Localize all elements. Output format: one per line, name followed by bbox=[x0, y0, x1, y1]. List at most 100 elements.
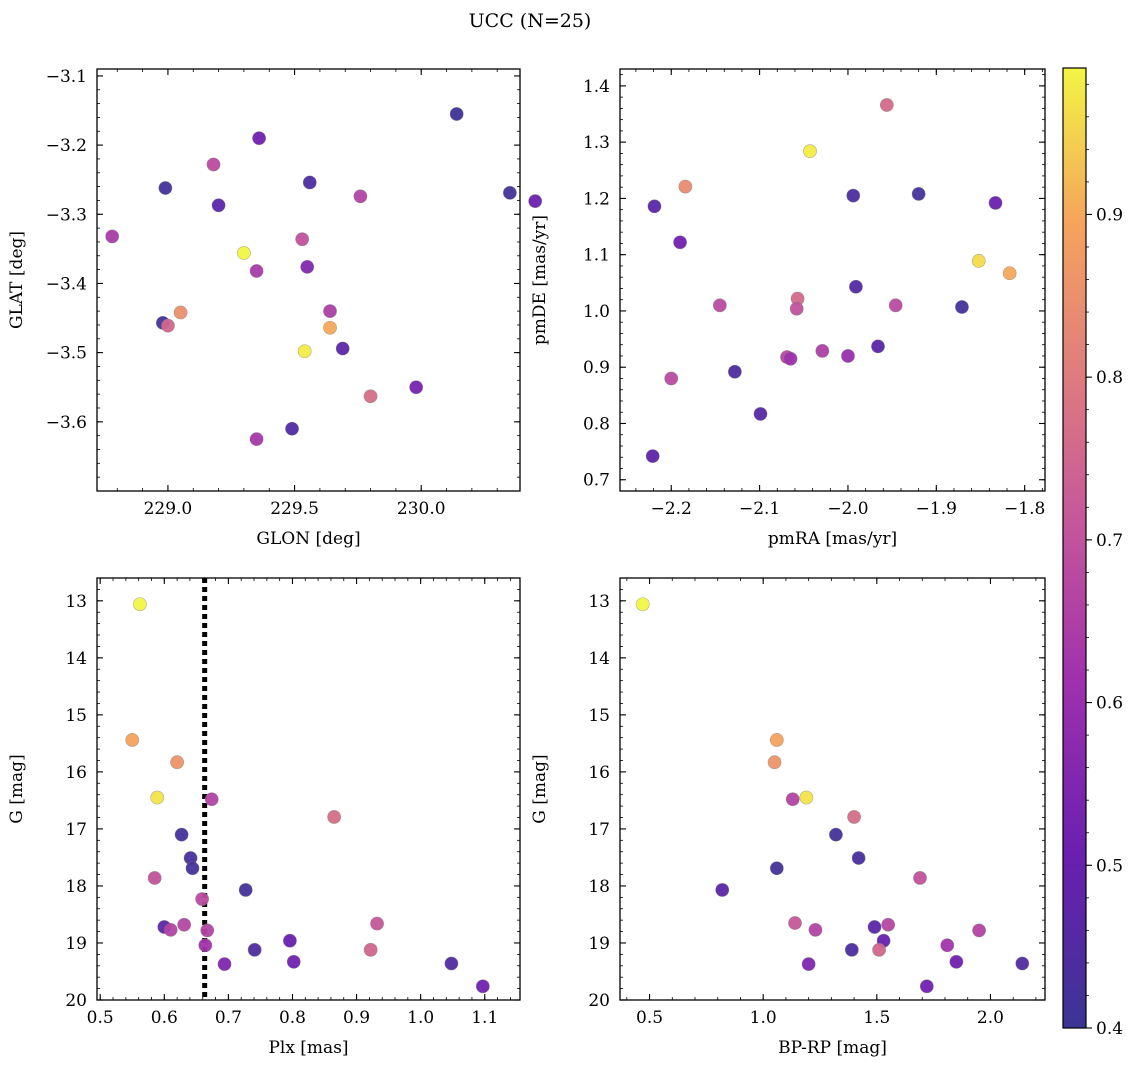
data-point bbox=[252, 131, 267, 146]
data-point bbox=[844, 942, 859, 957]
data-point bbox=[789, 301, 804, 316]
data-point bbox=[249, 432, 264, 447]
data-point bbox=[712, 298, 727, 313]
y-tick-label: 18 bbox=[588, 877, 610, 897]
colorbar-tick-label: 0.6 bbox=[1096, 694, 1123, 714]
y-tick-label: −3.2 bbox=[46, 136, 87, 156]
x-tick-label: −1.9 bbox=[916, 499, 957, 519]
x-tick-label: −1.8 bbox=[1004, 499, 1045, 519]
data-point bbox=[911, 187, 926, 201]
y-tick-label: −3.5 bbox=[46, 344, 87, 364]
data-point bbox=[635, 597, 650, 612]
data-point bbox=[788, 916, 802, 930]
x-tick-label: 1.0 bbox=[407, 1008, 434, 1028]
data-point bbox=[846, 188, 861, 203]
figure-title: UCC (N=25) bbox=[469, 10, 592, 32]
data-point bbox=[879, 98, 894, 112]
data-point bbox=[645, 449, 660, 464]
data-point bbox=[353, 189, 368, 204]
data-point bbox=[972, 923, 986, 938]
data-point bbox=[363, 942, 378, 957]
data-point bbox=[847, 810, 861, 824]
data-point bbox=[753, 407, 768, 421]
data-point bbox=[363, 389, 378, 404]
y-axis-label: pmDE [mas/yr] bbox=[530, 215, 550, 345]
y-tick-label: 15 bbox=[588, 706, 610, 726]
data-point bbox=[147, 871, 162, 885]
y-tick-label: 1.3 bbox=[583, 133, 610, 153]
data-point bbox=[803, 144, 817, 159]
data-point bbox=[238, 883, 253, 897]
data-point bbox=[173, 305, 188, 320]
data-point bbox=[327, 810, 342, 824]
x-tick-label: 1.0 bbox=[750, 1008, 777, 1028]
data-point bbox=[815, 343, 830, 358]
y-tick-label: 17 bbox=[588, 820, 610, 840]
colorbar: 0.4 0.5 0.6 0.7 0.8 0.9 bbox=[1062, 67, 1123, 1039]
x-tick-label: −2.2 bbox=[651, 499, 692, 519]
x-tick-label: 2.0 bbox=[977, 1008, 1004, 1028]
plot-frame bbox=[96, 68, 521, 492]
data-point bbox=[170, 755, 185, 770]
y-tick-label: 1.4 bbox=[583, 77, 610, 97]
y-tick-label: 20 bbox=[65, 991, 87, 1011]
data-point bbox=[174, 827, 189, 842]
y-tick-label: 13 bbox=[65, 592, 87, 612]
data-point bbox=[249, 264, 264, 278]
plot-frame bbox=[619, 577, 1046, 1001]
data-point bbox=[888, 298, 903, 313]
x-tick-label: −2.1 bbox=[739, 499, 780, 519]
data-point bbox=[767, 755, 782, 770]
data-point bbox=[528, 194, 543, 209]
data-point bbox=[161, 318, 175, 333]
data-point bbox=[673, 235, 687, 250]
data-point bbox=[195, 892, 210, 906]
x-tick-label: −2.0 bbox=[827, 499, 868, 519]
data-point bbox=[204, 792, 219, 807]
data-point bbox=[247, 942, 262, 957]
x-axis-label: BP-RP [mag] bbox=[778, 1038, 887, 1058]
data-point bbox=[297, 344, 312, 359]
data-point bbox=[370, 916, 384, 931]
data-point bbox=[502, 185, 517, 200]
data-point bbox=[785, 792, 800, 807]
data-point bbox=[769, 733, 784, 747]
y-tick-label: 19 bbox=[65, 934, 87, 954]
data-point bbox=[449, 107, 464, 121]
y-tick-label: 14 bbox=[65, 649, 87, 669]
x-tick-label: 230.0 bbox=[397, 499, 446, 519]
data-point bbox=[285, 421, 299, 436]
data-point bbox=[163, 922, 178, 937]
data-point bbox=[198, 938, 213, 953]
data-point bbox=[919, 979, 934, 994]
y-tick-label: 19 bbox=[588, 934, 610, 954]
data-point bbox=[302, 175, 317, 190]
y-tick-label: 15 bbox=[65, 706, 87, 726]
data-point bbox=[801, 957, 816, 971]
data-point bbox=[783, 351, 798, 366]
data-point bbox=[217, 957, 232, 971]
data-point bbox=[955, 300, 969, 314]
data-point bbox=[1015, 956, 1030, 971]
data-point bbox=[871, 339, 885, 354]
y-tick-label: −3.3 bbox=[46, 205, 87, 225]
data-point bbox=[300, 259, 315, 274]
data-point bbox=[286, 954, 301, 969]
y-tick-label: 16 bbox=[588, 763, 610, 783]
data-point bbox=[295, 232, 310, 247]
data-point bbox=[988, 196, 1003, 210]
x-tick-label: 0.8 bbox=[279, 1008, 306, 1028]
colorbar-tick-label: 0.9 bbox=[1096, 205, 1123, 225]
data-point bbox=[185, 861, 200, 876]
data-point bbox=[158, 181, 173, 195]
panel-plx-g: 0.5 0.6 0.7 0.8 0.9 1.0 1.1 13 14 15 16 17 18 19 20 Plx… bbox=[7, 577, 521, 1058]
data-point bbox=[409, 380, 424, 395]
y-tick-label: 13 bbox=[588, 592, 610, 612]
data-point bbox=[913, 871, 927, 885]
colorbar-tick-label: 0.5 bbox=[1096, 856, 1123, 876]
x-tick-label: 0.9 bbox=[343, 1008, 370, 1028]
data-point bbox=[323, 304, 337, 319]
y-tick-label: 0.8 bbox=[583, 414, 610, 434]
data-point bbox=[971, 253, 986, 268]
